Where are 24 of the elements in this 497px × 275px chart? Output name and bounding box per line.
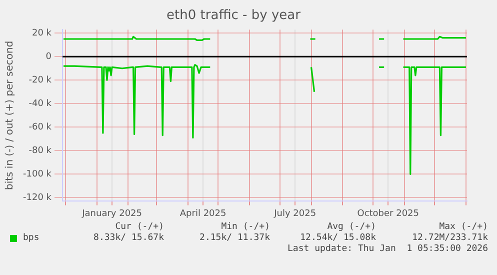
legend-label: bps: [23, 233, 40, 243]
text: 8.33k/ 15.67k: [92, 233, 164, 243]
x-tick-label: July 2025: [273, 208, 316, 219]
y-tick-label: -80 k: [28, 146, 52, 156]
y-tick-label: -120 k: [23, 193, 52, 204]
y-tick-label: -100 k: [23, 170, 52, 180]
y-tick-label: -20 k: [28, 75, 52, 86]
x-tick-label: April 2025: [180, 208, 226, 219]
x-tick-label: October 2025: [357, 208, 420, 219]
chart-title: eth0 traffic - by year: [166, 8, 302, 24]
text: 12.72M/233.71k: [411, 233, 488, 243]
y-tick-label: -60 k: [28, 122, 52, 132]
text: 12.54k/ 15.08k: [299, 233, 376, 243]
y-tick-label: 0: [46, 52, 52, 62]
text: Min (-/+): [220, 222, 270, 232]
y-tick-label: 20 k: [32, 28, 52, 38]
text: Last update: Thu Jan 1 05:35:00 2026: [286, 244, 488, 254]
text: Cur (-/+): [114, 222, 164, 232]
text: Avg (-/+): [326, 222, 376, 232]
text: Max (-/+): [438, 222, 488, 232]
text: 2.15k/ 11.37k: [198, 233, 270, 243]
y-tick-label: -40 k: [28, 98, 52, 109]
y-axis-title: bits in (-) / out (+) per second: [4, 40, 16, 190]
x-tick-label: January 2025: [81, 208, 142, 219]
